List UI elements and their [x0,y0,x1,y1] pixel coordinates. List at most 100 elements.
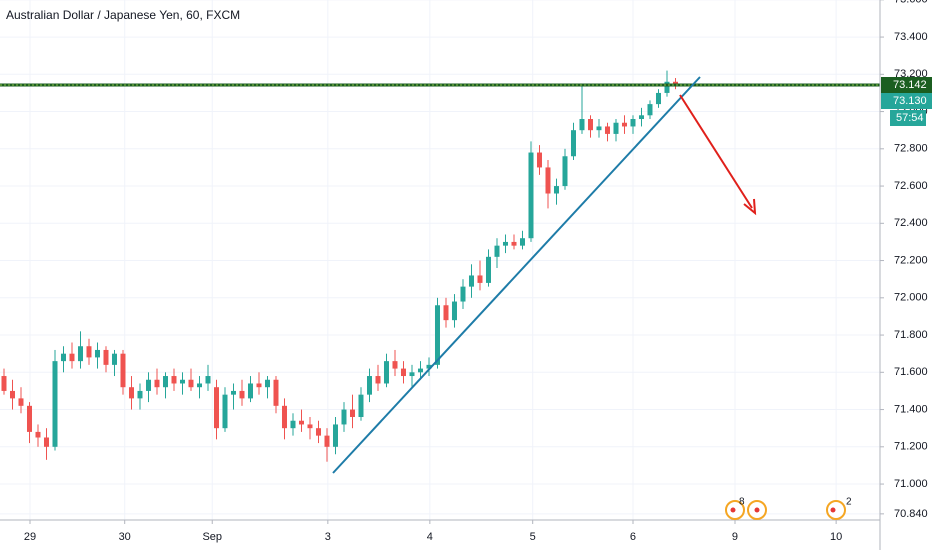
candle-body [281,405,287,429]
candle-body [366,376,372,395]
candle-body [485,256,491,283]
y-tick-label: 72.600 [894,180,928,192]
candle-body [230,390,236,395]
candle-body [222,394,228,429]
candle-body [536,152,542,168]
candle-body [171,376,177,384]
candle-body [375,376,381,384]
y-tick-label: 71.000 [894,478,928,490]
candle-body [621,122,627,127]
candle-body [35,431,41,438]
candle-body [273,379,279,406]
candle-body [358,394,364,418]
x-tick-label: 4 [427,531,433,543]
y-tick-label: 73.600 [894,0,928,6]
x-tick-label: 6 [630,531,636,543]
candle-body [647,104,653,116]
candle-body [77,346,83,362]
candle-body [239,390,245,399]
y-tick-label: 72.800 [894,143,928,155]
candle-body [205,376,211,384]
candle-body [162,376,168,388]
chart-title: Australian Dollar / Japanese Yen, 60, FX… [6,8,240,22]
candle-body [341,409,347,425]
candle-body [460,286,466,302]
candle-body [613,122,619,134]
candle-body [570,130,576,157]
x-tick-label: 5 [530,531,536,543]
y-tick-label: 71.600 [894,366,928,378]
close-label: 73.130 [893,95,927,107]
candle-body [1,376,7,391]
candle-body [154,379,160,388]
price-boxes: 73.142 73.130 57:54 [881,77,932,126]
candles [1,70,678,462]
candle-body [324,435,330,447]
candle-body [145,379,151,391]
candle-body [69,353,75,362]
candle-body [103,349,109,365]
candle-body [256,383,262,388]
x-tick-label: 10 [830,531,842,543]
candle-body [553,186,559,194]
y-tick-label: 70.840 [894,508,928,520]
candle-body [349,409,355,418]
candle-body [247,383,253,399]
candle-body [664,81,670,93]
candle-body [137,390,143,399]
candle-body [307,424,313,429]
candle-body [655,92,661,105]
candle-body [298,420,304,425]
event-dot [830,507,836,513]
x-tick-label: 9 [732,531,738,543]
candle-body [494,245,500,257]
candle-body [477,275,483,283]
candle-body [468,275,474,287]
countdown-box [890,110,926,126]
x-tick-label: 3 [325,531,331,543]
candle-body [94,349,100,358]
candle-body [383,361,389,384]
candle-body [434,305,440,365]
candle-body [179,379,185,384]
candle-body [451,301,457,321]
event-count: 8 [739,497,745,508]
x-tick-label: Sep [202,531,222,543]
candle-body [502,241,508,246]
candle-body [120,353,126,388]
events: 8 2 [725,497,852,520]
candle-body [52,361,58,447]
trend-line [332,76,701,474]
candle-body [332,424,338,447]
candle-body [111,353,117,365]
event-icon [826,500,846,520]
last-price-label: 73.142 [893,79,927,91]
y-tick-label: 71.400 [894,403,928,415]
event-count: 2 [846,497,852,508]
candle-body [188,379,194,388]
y-tick-label: 72.000 [894,292,928,304]
candle-body [392,361,398,369]
candle-body [409,372,415,377]
candle-body [43,437,49,447]
x-tick-label: 30 [119,531,131,543]
candle-body [60,353,66,362]
candle-body [128,387,134,399]
event-dot [730,507,736,513]
arrow-head [743,198,757,216]
candle-body [213,387,219,429]
y-tick-label: 72.200 [894,254,928,266]
event-dot [754,507,760,513]
candle-body [579,119,585,131]
y-tick-label: 71.800 [894,329,928,341]
candle-body [417,368,423,373]
x-tick-label: 29 [24,531,36,543]
countdown-label: 57:54 [896,112,924,124]
candle-body [290,420,296,429]
arrow-line [679,94,753,209]
candle-body [596,126,602,131]
last-price-box [881,77,932,93]
candle-body [26,405,32,432]
